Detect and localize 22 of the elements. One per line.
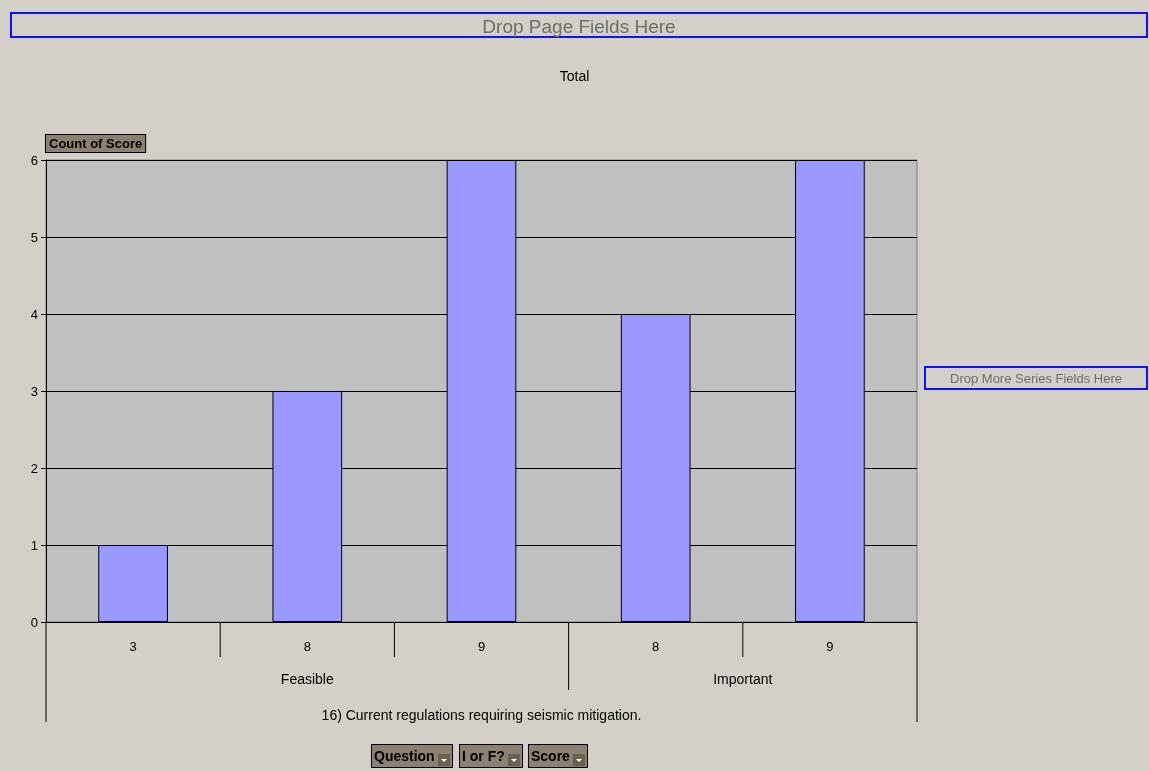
y-tick-label: 1 (30, 537, 38, 553)
x-tick-label: 8 (303, 639, 311, 654)
x-tick-label: 3 (129, 639, 137, 654)
text: Feasible (279, 671, 335, 687)
text: 16) Current regulations requiring seismic mitigation. (320, 707, 643, 723)
y-tick-label: 6 (30, 152, 38, 168)
text: Drop Page Fields Here (10, 12, 1148, 38)
y-tick-label: 0 (30, 614, 38, 630)
text: Drop More Series Fields Here (924, 366, 1148, 390)
x-tick-label: 8 (652, 639, 660, 654)
chart-title: Total (559, 68, 590, 84)
y-axis-title: Count of Score (49, 136, 143, 151)
y-tick-label: 3 (30, 383, 38, 399)
x-tick-label: 9 (826, 639, 834, 654)
text: I or F? (462, 748, 505, 764)
text: Score (531, 748, 570, 764)
text: Important (712, 671, 774, 687)
y-tick-label: 5 (30, 229, 38, 245)
y-tick-label: 2 (30, 460, 38, 476)
text: Question (374, 748, 435, 764)
y-tick-label: 4 (30, 306, 38, 322)
x-tick-label: 9 (477, 639, 486, 654)
